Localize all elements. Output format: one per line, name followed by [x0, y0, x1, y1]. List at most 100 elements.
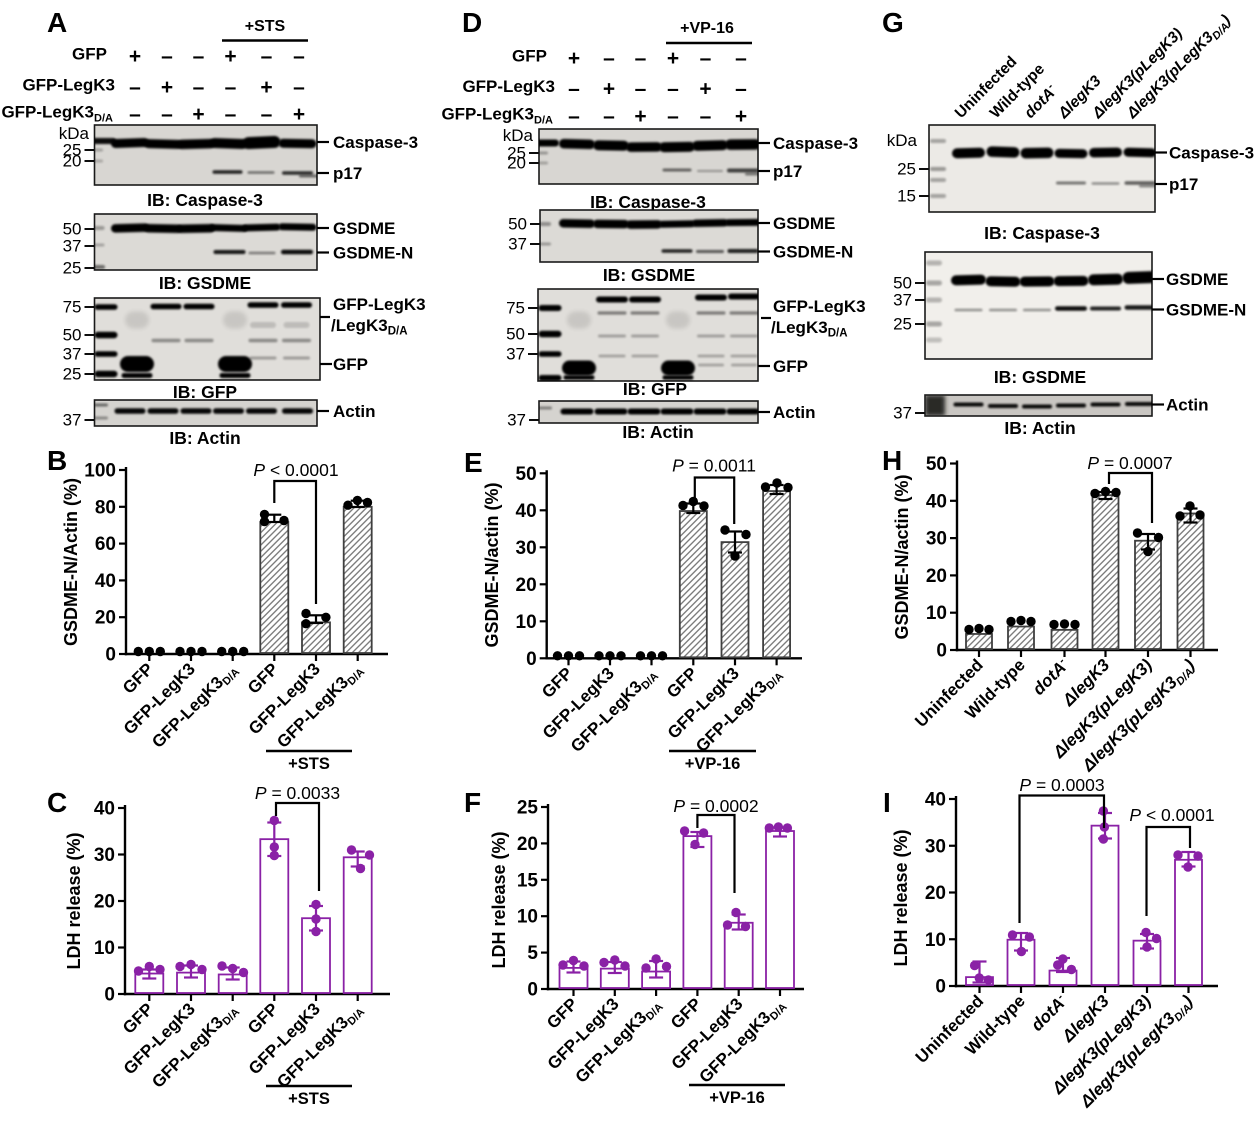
svg-text:GSDME: GSDME [333, 219, 395, 238]
svg-text:40: 40 [926, 491, 947, 512]
svg-text:+VP-16: +VP-16 [685, 755, 741, 773]
svg-text:+: + [260, 76, 272, 99]
svg-text:30: 30 [926, 529, 947, 550]
svg-text:25: 25 [63, 365, 82, 384]
svg-text:LDH release (%): LDH release (%) [64, 832, 84, 969]
svg-text:p17: p17 [773, 162, 802, 181]
svg-text:P = 0.0007: P = 0.0007 [1087, 453, 1172, 473]
svg-text:–: – [635, 78, 647, 101]
svg-text:+: + [293, 103, 305, 126]
svg-text:+: + [735, 105, 747, 128]
svg-text:E: E [464, 447, 483, 478]
svg-text:–: – [129, 103, 141, 126]
svg-text:+: + [667, 47, 679, 70]
svg-text:GSDME-N: GSDME-N [773, 243, 853, 262]
svg-text:10: 10 [516, 612, 537, 633]
svg-text:GFP-LegK3: GFP-LegK3 [462, 77, 555, 96]
svg-text:30: 30 [516, 538, 537, 559]
svg-text:30: 30 [925, 836, 946, 857]
svg-text:I: I [883, 787, 891, 818]
svg-text:0: 0 [526, 649, 537, 670]
svg-text:p17: p17 [333, 164, 362, 183]
svg-text:GFP: GFP [512, 47, 547, 66]
svg-text:C: C [47, 787, 67, 818]
svg-text:+STS: +STS [288, 1090, 330, 1108]
svg-text:Actin: Actin [333, 402, 376, 421]
svg-text:37: 37 [507, 411, 526, 430]
svg-text:kDa: kDa [59, 124, 90, 143]
svg-text:15: 15 [517, 870, 539, 891]
svg-text:GFP-LegK3: GFP-LegK3 [333, 295, 426, 314]
svg-text:kDa: kDa [887, 131, 918, 150]
svg-text:–: – [225, 76, 237, 99]
svg-text:50: 50 [63, 220, 82, 239]
svg-text:37: 37 [893, 404, 912, 423]
svg-text:GFP-LegK3: GFP-LegK3 [773, 297, 866, 316]
svg-text:IB: GFP: IB: GFP [173, 382, 237, 402]
svg-text:40: 40 [516, 501, 537, 522]
svg-text:GFP: GFP [773, 357, 808, 376]
svg-text:25: 25 [507, 144, 526, 163]
svg-text:–: – [667, 78, 679, 101]
svg-text:+: + [161, 76, 173, 99]
svg-text:40: 40 [94, 799, 115, 820]
svg-text:20: 20 [517, 834, 538, 855]
svg-text:+: + [568, 47, 580, 70]
svg-text:20: 20 [507, 154, 526, 173]
svg-text:37: 37 [63, 345, 82, 364]
svg-text:GFP-LegK3: GFP-LegK3 [1, 103, 94, 122]
svg-text:75: 75 [506, 299, 525, 318]
svg-text:+: + [192, 103, 204, 126]
svg-text:IB: GSDME: IB: GSDME [603, 265, 695, 285]
svg-text:IB: Caspase-3: IB: Caspase-3 [590, 192, 706, 212]
svg-text:–: – [603, 105, 615, 128]
svg-text:Actin: Actin [1166, 396, 1209, 415]
svg-text:P = 0.0002: P = 0.0002 [673, 796, 758, 816]
svg-text:–: – [603, 47, 615, 70]
svg-text:P = 0.0003: P = 0.0003 [1019, 775, 1104, 795]
svg-text:50: 50 [506, 325, 525, 344]
svg-text:+: + [634, 105, 646, 128]
svg-text:10: 10 [925, 930, 946, 951]
svg-text:IB: GFP: IB: GFP [623, 379, 687, 399]
svg-text:+: + [224, 45, 236, 68]
svg-text:–: – [293, 76, 305, 99]
svg-text:50: 50 [63, 326, 82, 345]
svg-text:+: + [129, 45, 141, 68]
svg-text:20: 20 [926, 566, 947, 587]
svg-text:GSDME-N/actin (%): GSDME-N/actin (%) [482, 482, 502, 647]
svg-text:+STS: +STS [288, 755, 330, 773]
svg-text:GSDME-N/actin (%): GSDME-N/actin (%) [892, 474, 912, 639]
svg-text:0: 0 [527, 980, 538, 1001]
svg-text:25: 25 [63, 259, 82, 278]
svg-text:–: – [161, 45, 173, 68]
svg-text:50: 50 [508, 215, 527, 234]
svg-text:GSDME: GSDME [773, 214, 835, 233]
svg-text:+: + [699, 78, 711, 101]
svg-text:25: 25 [893, 315, 912, 334]
svg-text:Caspase-3: Caspase-3 [773, 134, 858, 153]
svg-text:0: 0 [935, 977, 946, 998]
svg-text:IB: Actin: IB: Actin [169, 428, 240, 448]
svg-text:37: 37 [63, 237, 82, 256]
svg-text:–: – [161, 103, 173, 126]
svg-text:LDH release (%): LDH release (%) [891, 829, 911, 966]
svg-text:20: 20 [516, 575, 537, 596]
svg-text:GSDME-N/Actin (%): GSDME-N/Actin (%) [61, 478, 81, 646]
svg-text:–: – [193, 76, 205, 99]
svg-text:50: 50 [516, 464, 537, 485]
svg-text:20: 20 [94, 892, 115, 913]
svg-text:–: – [261, 103, 273, 126]
svg-text:0: 0 [104, 985, 115, 1006]
svg-text:G: G [882, 7, 904, 38]
svg-text:75: 75 [63, 298, 82, 317]
svg-text:IB: GSDME: IB: GSDME [159, 273, 251, 293]
svg-text:25: 25 [517, 798, 539, 819]
svg-text:–: – [635, 47, 647, 70]
svg-text:P = 0.0011: P = 0.0011 [672, 456, 756, 476]
svg-text:–: – [261, 45, 273, 68]
svg-text:GFP: GFP [333, 355, 368, 374]
svg-text:50: 50 [893, 274, 912, 293]
svg-text:15: 15 [897, 187, 916, 206]
svg-text:F: F [464, 787, 481, 818]
